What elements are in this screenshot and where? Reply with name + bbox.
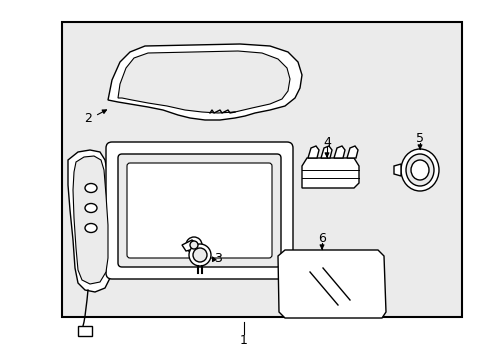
Text: 4: 4 bbox=[323, 135, 330, 149]
FancyBboxPatch shape bbox=[106, 142, 292, 279]
Text: 2: 2 bbox=[84, 112, 92, 125]
Ellipse shape bbox=[405, 154, 433, 186]
Circle shape bbox=[190, 241, 198, 249]
Polygon shape bbox=[393, 164, 400, 176]
Circle shape bbox=[189, 244, 210, 266]
Circle shape bbox=[193, 248, 206, 262]
Polygon shape bbox=[278, 250, 385, 318]
Text: 6: 6 bbox=[317, 231, 325, 244]
Circle shape bbox=[185, 237, 202, 253]
Polygon shape bbox=[346, 146, 357, 158]
Polygon shape bbox=[302, 158, 358, 188]
Polygon shape bbox=[73, 156, 108, 284]
Polygon shape bbox=[108, 44, 302, 120]
FancyBboxPatch shape bbox=[118, 154, 281, 267]
Bar bbox=[78, 326, 92, 336]
Text: 5: 5 bbox=[415, 131, 423, 144]
Text: 3: 3 bbox=[214, 252, 222, 265]
Polygon shape bbox=[182, 240, 196, 251]
Bar bbox=[62, 22, 461, 317]
Ellipse shape bbox=[410, 160, 428, 180]
Polygon shape bbox=[307, 146, 318, 158]
Ellipse shape bbox=[85, 184, 97, 193]
Text: 1: 1 bbox=[240, 333, 247, 346]
Polygon shape bbox=[118, 51, 289, 113]
Ellipse shape bbox=[85, 224, 97, 233]
FancyBboxPatch shape bbox=[127, 163, 271, 258]
Ellipse shape bbox=[85, 203, 97, 212]
Ellipse shape bbox=[400, 149, 438, 191]
Polygon shape bbox=[333, 146, 345, 158]
Polygon shape bbox=[320, 146, 331, 158]
Polygon shape bbox=[68, 150, 113, 292]
